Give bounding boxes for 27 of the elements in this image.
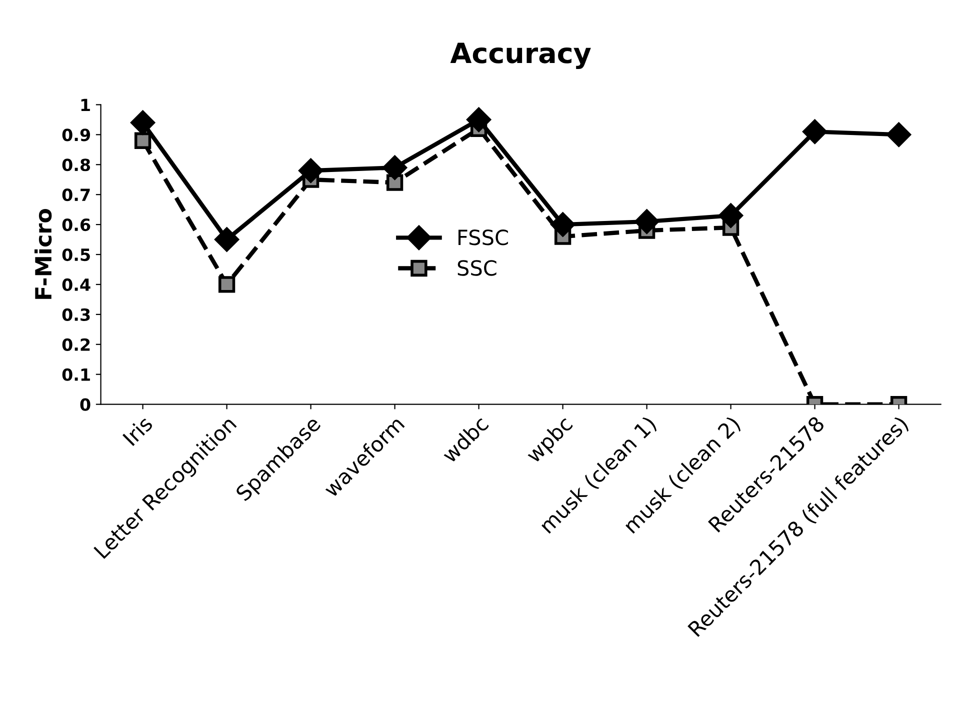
- y-tick-label: 0.8: [62, 158, 90, 172]
- y-tick-label: 0: [80, 398, 90, 411]
- y-tick-label: 0.1: [62, 368, 90, 381]
- y-tick-label: 1: [81, 98, 90, 112]
- y-tick-label: 0.9: [62, 128, 90, 142]
- point: [382, 155, 407, 180]
- y-tick-label: 0.5: [62, 248, 90, 262]
- y-tick-label: 0.3: [62, 308, 90, 321]
- y-tick-label: 0.4: [62, 278, 90, 292]
- point: [634, 209, 659, 234]
- y-tick-label: 0.2: [62, 338, 90, 351]
- y-axis-title: F-Micro: [34, 209, 52, 299]
- point: [134, 132, 152, 149]
- point: [466, 107, 491, 132]
- legend-label: SSC: [458, 260, 496, 276]
- point: [550, 212, 575, 237]
- point: [298, 158, 323, 183]
- y-tick-label: 0.7: [62, 188, 90, 202]
- legend-label: FSSC: [458, 230, 508, 246]
- point: [130, 110, 155, 135]
- point: [886, 122, 911, 147]
- y-tick-label: 0.6: [62, 218, 90, 232]
- point: [214, 227, 239, 252]
- point: [718, 203, 743, 228]
- chart-title: Accuracy: [450, 42, 591, 70]
- point: [802, 119, 827, 144]
- point: [218, 276, 236, 293]
